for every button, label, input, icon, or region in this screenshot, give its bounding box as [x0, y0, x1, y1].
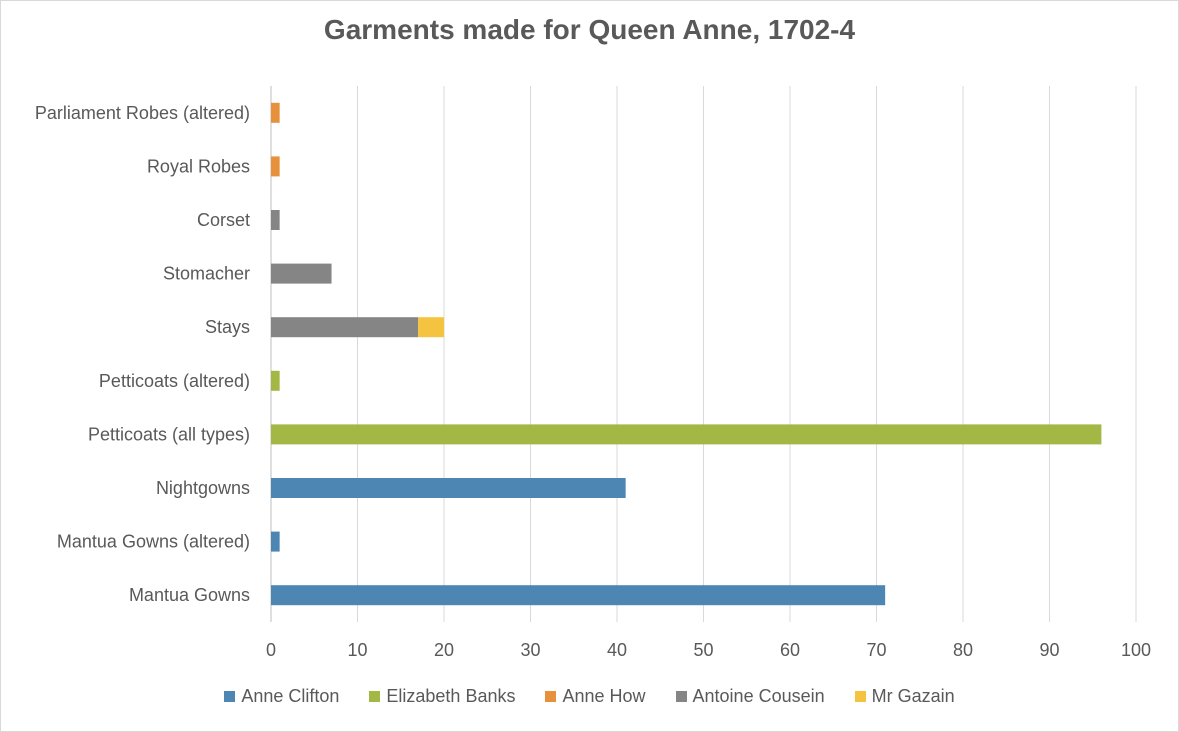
legend-swatch: [224, 691, 236, 702]
legend-item: Mr Gazain: [854, 686, 955, 707]
x-tick-label: 70: [866, 640, 886, 660]
x-tick-label: 10: [347, 640, 367, 660]
legend-item: Anne How: [545, 686, 646, 707]
category-label: Petticoats (altered): [99, 371, 250, 391]
x-tick-label: 80: [953, 640, 973, 660]
category-label: Nightgowns: [156, 478, 250, 498]
legend-label: Antoine Cousein: [692, 686, 825, 706]
bar-segment: [271, 370, 280, 391]
category-label: Mantua Gowns: [129, 585, 250, 605]
x-tick-label: 0: [266, 640, 276, 660]
x-axis-tick-labels: 0 10 20 30 40 50 60 70 80 90 100: [266, 640, 1151, 660]
category-label: Corset: [197, 210, 250, 230]
legend-label: Mr Gazain: [871, 686, 955, 706]
legend-label: Anne How: [562, 686, 646, 706]
bar-segment: [271, 210, 280, 230]
bar-segment: [271, 156, 280, 177]
category-label: Petticoats (all types): [88, 424, 250, 444]
legend: Anne Clifton Elizabeth Banks Anne How Antoi…: [0, 686, 1179, 707]
bar-segment: [271, 585, 886, 606]
x-tick-label: 40: [607, 640, 627, 660]
bar-segment: [271, 478, 626, 498]
legend-swatch: [545, 691, 557, 702]
category-label: Mantua Gowns (altered): [57, 532, 250, 552]
x-tick-label: 50: [693, 640, 713, 660]
legend-label: Anne Clifton: [241, 686, 340, 706]
bar-segment: [418, 317, 444, 338]
category-label: Royal Robes: [147, 156, 250, 176]
legend-swatch: [854, 691, 866, 702]
x-tick-label: 100: [1121, 640, 1151, 660]
chart-title: Garments made for Queen Anne, 1702-4: [323, 14, 856, 45]
legend-item: Antoine Cousein: [675, 686, 825, 707]
category-label: Stomacher: [163, 264, 250, 284]
bar-segment: [271, 424, 1102, 445]
category-labels: Parliament Robes (altered) Royal Robes Cor…: [35, 103, 250, 605]
category-label: Parliament Robes (altered): [35, 103, 250, 123]
legend-label: Elizabeth Banks: [386, 686, 516, 706]
category-label: Stays: [205, 317, 250, 337]
legend-swatch: [369, 691, 381, 702]
x-tick-label: 60: [780, 640, 800, 660]
x-tick-label: 90: [1039, 640, 1059, 660]
bar-segment: [271, 531, 280, 552]
legend-item: Elizabeth Banks: [369, 686, 515, 707]
bar-segment: [271, 102, 280, 123]
x-tick-label: 30: [520, 640, 540, 660]
gridlines: [270, 86, 1137, 622]
bars: [271, 102, 1102, 606]
bar-segment: [271, 317, 419, 338]
legend-item: Anne Clifton: [224, 686, 339, 707]
x-tick-label: 20: [434, 640, 454, 660]
legend-swatch: [675, 691, 687, 702]
bar-segment: [271, 263, 332, 284]
